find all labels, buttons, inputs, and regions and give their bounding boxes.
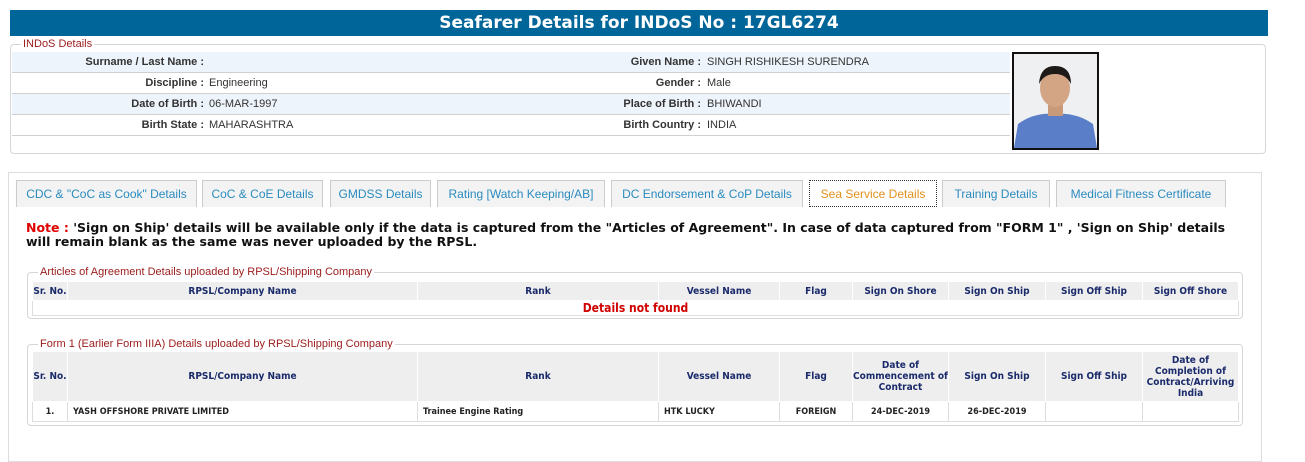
field-value: Male bbox=[707, 77, 731, 89]
table-cell: HTK LUCKY bbox=[658, 401, 780, 422]
column-header: Rank bbox=[417, 281, 659, 301]
field-value: MAHARASHTRA bbox=[209, 119, 294, 131]
column-header: Sr. No. bbox=[32, 351, 68, 402]
table-cell: FOREIGN bbox=[779, 401, 853, 422]
form1-panel: Form 1 (Earlier Form IIIA) Details uploa… bbox=[27, 337, 1243, 426]
form1-legend: Form 1 (Earlier Form IIIA) Details uploa… bbox=[38, 337, 395, 351]
column-header: Vessel Name bbox=[658, 351, 780, 402]
column-header: Sign Off Ship bbox=[1045, 351, 1143, 402]
field-value: INDIA bbox=[707, 119, 737, 131]
table-cell bbox=[1142, 401, 1239, 422]
tab-rating-watch-keeping-ab[interactable]: Rating [Watch Keeping/AB] bbox=[437, 180, 605, 207]
sea-service-note: Note : 'Sign on Ship' details will be av… bbox=[26, 221, 1226, 249]
column-header: RPSL/Company Name bbox=[67, 281, 418, 301]
table-cell: 1. bbox=[32, 401, 68, 422]
note-text: 'Sign on Ship' details will be available… bbox=[26, 220, 1226, 249]
column-header: Sign Off Ship bbox=[1045, 281, 1143, 301]
column-header: Sr. No. bbox=[32, 281, 68, 301]
field-label: Birth Country : bbox=[623, 119, 701, 131]
column-header: Rank bbox=[417, 351, 659, 402]
column-header: Vessel Name bbox=[658, 281, 780, 301]
tab-cdc-coc-as-cook-details[interactable]: CDC & "CoC as Cook" Details bbox=[16, 180, 197, 207]
column-header: RPSL/Company Name bbox=[67, 351, 418, 402]
field-label: Place of Birth : bbox=[623, 98, 701, 110]
seafarer-photo bbox=[1012, 52, 1099, 150]
tab-gmdss-details[interactable]: GMDSS Details bbox=[330, 180, 431, 207]
indos-legend: INDoS Details bbox=[21, 37, 95, 51]
table-cell: 26-DEC-2019 bbox=[948, 401, 1046, 422]
field-value: SINGH RISHIKESH SURENDRA bbox=[707, 56, 869, 68]
column-header: Flag bbox=[779, 351, 853, 402]
field-label: Given Name : bbox=[630, 56, 701, 68]
tab-medical-fitness-certificate[interactable]: Medical Fitness Certificate bbox=[1056, 180, 1226, 207]
field-label: Discipline : bbox=[145, 77, 204, 89]
indos-row: Birth State : MAHARASHTRA Birth Country … bbox=[12, 115, 1010, 136]
field-label: Surname / Last Name : bbox=[85, 56, 204, 68]
details-not-found: Details not found bbox=[32, 300, 1239, 316]
indos-row: Date of Birth : 06-MAR-1997 Place of Bir… bbox=[12, 94, 1010, 115]
tab-coc-coe-details[interactable]: CoC & CoE Details bbox=[202, 180, 323, 207]
column-header: Sign On Ship bbox=[948, 281, 1046, 301]
indos-details-panel: INDoS Details bbox=[10, 37, 1266, 154]
column-header: Sign On Shore bbox=[852, 281, 949, 301]
field-value: BHIWANDI bbox=[707, 98, 762, 110]
indos-row: Discipline : Engineering Gender : Male bbox=[12, 73, 1010, 94]
articles-panel: Articles of Agreement Details uploaded b… bbox=[27, 265, 1243, 319]
note-label: Note : bbox=[26, 220, 69, 235]
field-label: Birth State : bbox=[141, 119, 204, 131]
column-header: Date of Commencement of Contract bbox=[852, 351, 949, 402]
table-cell bbox=[1045, 401, 1143, 422]
articles-legend: Articles of Agreement Details uploaded b… bbox=[38, 265, 375, 279]
table-row: 1. YASH OFFSHORE PRIVATE LIMITED Trainee E… bbox=[32, 401, 1239, 422]
tab-dc-endorsement-cop-details[interactable]: DC Endorsement & CoP Details bbox=[611, 180, 803, 207]
page-title: Seafarer Details for INDoS No : 17GL6274 bbox=[10, 10, 1268, 36]
field-value: Engineering bbox=[209, 77, 268, 89]
table-cell: 24-DEC-2019 bbox=[852, 401, 949, 422]
column-header: Sign On Ship bbox=[948, 351, 1046, 402]
column-header: Date of Completion of Contract/Arriving … bbox=[1142, 351, 1239, 402]
indos-row: Surname / Last Name : Given Name : SINGH… bbox=[12, 52, 1010, 73]
articles-table: Sr. No. RPSL/Company Name Rank Vessel Name F… bbox=[32, 281, 1239, 316]
field-label: Date of Birth : bbox=[131, 98, 204, 110]
column-header: Flag bbox=[779, 281, 853, 301]
table-cell: Trainee Engine Rating bbox=[417, 401, 659, 422]
form1-table: Sr. No. RPSL/Company Name Rank Vessel Name F… bbox=[32, 351, 1239, 422]
table-cell: YASH OFFSHORE PRIVATE LIMITED bbox=[67, 401, 418, 422]
field-label: Gender : bbox=[655, 77, 701, 89]
column-header: Sign Off Shore bbox=[1142, 281, 1239, 301]
tab-sea-service-details[interactable]: Sea Service Details bbox=[809, 180, 937, 207]
field-value: 06-MAR-1997 bbox=[209, 98, 278, 110]
tab-training-details[interactable]: Training Details bbox=[942, 180, 1050, 207]
